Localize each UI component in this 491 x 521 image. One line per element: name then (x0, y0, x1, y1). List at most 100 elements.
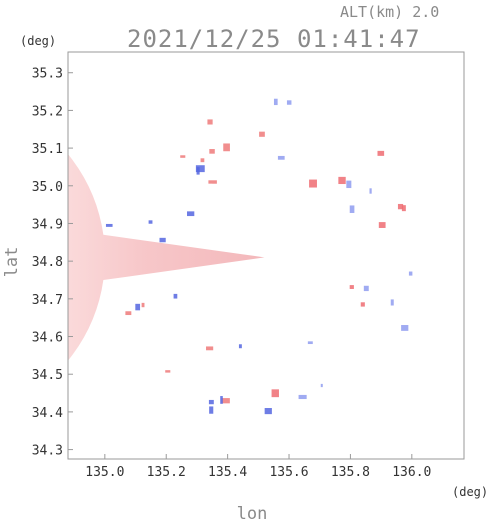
echo-speckle (401, 325, 409, 331)
echo-speckle (198, 327, 204, 332)
echo-speckle (238, 344, 242, 349)
echo-speckle (399, 184, 407, 189)
echo-speckle (173, 293, 178, 299)
echo-speckle (116, 215, 123, 221)
echo-speckle (223, 143, 230, 152)
x-tick-label: 135.4 (208, 465, 247, 480)
y-axis: 34.3 34.4 34.5 34.6 34.7 34.8 34.9 35.0 35.1 35.2… (32, 67, 73, 459)
echo-speckle (208, 180, 217, 184)
echo-speckle (206, 346, 214, 351)
echo-speckle (200, 158, 205, 163)
echo-speckle (273, 98, 278, 106)
echo-speckle (363, 285, 369, 292)
x-tick-label: 135.6 (269, 465, 308, 480)
echo-speckle (141, 302, 145, 308)
y-tick-label: 34.7 (32, 293, 63, 308)
echo-speckle (221, 398, 230, 404)
echo-speckle (119, 204, 127, 207)
echo-speckle (298, 394, 307, 400)
echo-speckle (208, 389, 213, 398)
echo-speckle (204, 183, 213, 187)
x-tick-label: 135.0 (85, 465, 124, 480)
echo-speckle (401, 205, 406, 212)
echo-speckle (220, 396, 223, 404)
echo-speckle (386, 257, 395, 262)
echo-speckle (352, 331, 356, 335)
echo-speckle (349, 205, 355, 213)
echo-speckle (208, 399, 214, 405)
plot-frame (67, 51, 465, 460)
echo-speckle (207, 119, 213, 125)
timestamp-title: 2021/12/25 01:41:47 (127, 25, 421, 53)
x-axis: 135.0 135.2 135.4 135.6 135.8 136.0 (85, 454, 431, 480)
echo-speckle (264, 408, 272, 415)
echo-speckle (338, 176, 346, 185)
echo-speckle (291, 392, 294, 398)
echo-speckle (212, 175, 220, 179)
radar-echo-field (68, 98, 424, 416)
y-tick-label: 34.3 (32, 444, 63, 459)
echo-speckle (350, 197, 359, 201)
echo-speckle (188, 351, 197, 355)
echo-speckle (309, 179, 317, 188)
echo-speckle (359, 151, 366, 159)
echo-speckle (378, 222, 386, 228)
echo-speckle (310, 156, 320, 159)
x-tick-label: 135.8 (331, 465, 370, 480)
echo-speckle (258, 385, 265, 392)
echo-speckle (209, 406, 214, 414)
echo-speckle (377, 150, 385, 156)
echo-speckle (259, 131, 265, 137)
echo-speckle (306, 406, 310, 409)
x-axis-title: lon (237, 504, 268, 521)
echo-speckle (135, 303, 141, 311)
echo-speckle (408, 271, 413, 276)
echo-speckle (244, 157, 254, 163)
y-tick-label: 35.0 (32, 180, 63, 195)
echo-speckle (373, 313, 382, 318)
echo-speckle (187, 211, 195, 217)
echo-speckle (125, 311, 132, 316)
echo-speckle (174, 280, 180, 284)
echo-speckle (168, 326, 177, 330)
echo-speckle (313, 346, 317, 349)
y-tick-label: 34.4 (32, 406, 63, 421)
echo-speckle (376, 240, 381, 244)
echo-speckle (195, 165, 205, 173)
echo-speckle (148, 220, 153, 224)
echo-speckle (270, 167, 280, 174)
echo-speckle (216, 346, 223, 352)
echo-speckle (360, 302, 365, 307)
y-tick-label: 35.1 (32, 142, 63, 157)
echo-speckle (277, 155, 285, 160)
echo-speckle (399, 256, 403, 262)
echo-speckle (125, 215, 129, 220)
echo-speckle (118, 292, 127, 295)
echo-speckle (265, 388, 274, 391)
echo-speckle (320, 383, 323, 388)
echo-speckle (406, 217, 416, 221)
echo-speckle (278, 147, 286, 150)
echo-speckle (194, 319, 201, 325)
echo-speckle (387, 289, 390, 294)
echo-speckle (155, 214, 159, 219)
echo-speckle (144, 165, 147, 169)
echo-speckle (180, 155, 186, 158)
echo-speckle (362, 195, 365, 199)
echo-speckle (349, 285, 354, 289)
echo-speckle (261, 410, 268, 413)
echo-speckle (390, 299, 394, 306)
y-tick-label: 34.9 (32, 217, 63, 232)
y-tick-label: 34.5 (32, 368, 63, 383)
echo-speckle (286, 100, 292, 105)
echo-speckle (142, 211, 146, 219)
echo-speckle (269, 155, 273, 159)
altitude-label: ALT(km) 2.0 (340, 3, 439, 21)
echo-speckle (209, 149, 215, 154)
echo-speckle (358, 184, 363, 189)
echo-speckle (364, 358, 372, 367)
echo-speckle (315, 150, 320, 156)
y-tick-label: 35.3 (32, 67, 63, 82)
echo-speckle (197, 331, 206, 337)
